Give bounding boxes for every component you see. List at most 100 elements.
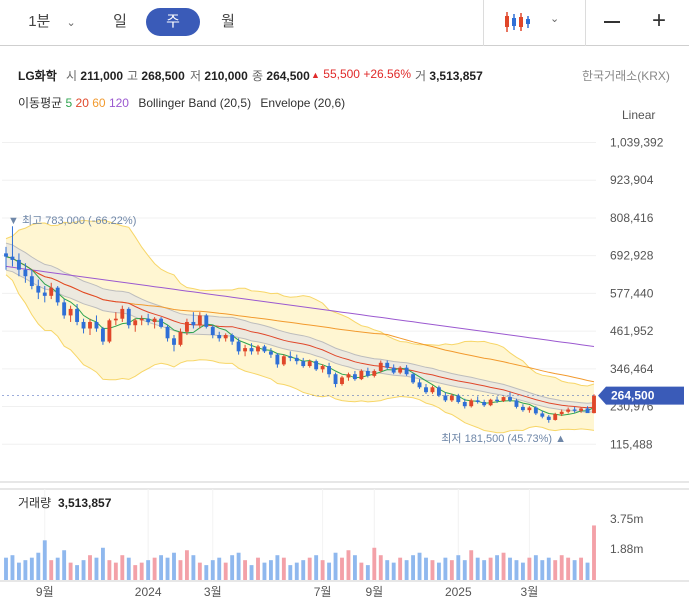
volume-bar	[314, 555, 319, 580]
candle-body	[520, 406, 525, 411]
x-tick-label: 7월	[314, 585, 332, 599]
up-triangle-icon: ▲	[311, 70, 320, 80]
envelope-label: Envelope (20,6)	[260, 96, 346, 110]
interval-select[interactable]: 1분 ⌄	[22, 8, 82, 36]
expand-button[interactable]: +	[645, 8, 673, 36]
tab-day[interactable]: 일	[113, 13, 127, 30]
candle-body	[540, 413, 545, 417]
volume-bar	[559, 555, 564, 580]
candle-body	[172, 338, 176, 345]
x-tick-label: 2024	[135, 585, 162, 599]
volume-label: 거	[415, 69, 427, 83]
candle-body	[462, 401, 467, 407]
candle-body	[139, 318, 144, 321]
candle-body	[514, 400, 519, 407]
volume-bars: 거래량 3,513,857	[4, 496, 596, 580]
volume-bar	[327, 562, 332, 580]
candle-body	[275, 354, 280, 365]
volume-bar	[495, 555, 500, 580]
volume-bar	[566, 557, 571, 580]
indicator-bands	[5, 219, 595, 434]
volume-bar	[372, 547, 377, 580]
high-annotation: ▼ 최고 783,000 (-66.22%)	[8, 214, 136, 227]
candle-body	[249, 348, 254, 352]
volume-bar	[68, 562, 73, 580]
candle-body	[36, 286, 41, 293]
candle-body	[475, 400, 480, 402]
candle-body	[126, 308, 131, 326]
ma120-line	[5, 265, 595, 347]
low-label: 저	[190, 69, 202, 83]
minus-icon	[604, 21, 620, 23]
chart-annotations: ▼ 최고 783,000 (-66.22%) 최저 181,500 (45.73%…	[2, 214, 684, 445]
candle-body	[359, 370, 364, 380]
volume-bar	[294, 562, 299, 580]
ma120-label: 120	[108, 96, 129, 110]
volume-bar	[126, 557, 131, 580]
candle-body	[553, 414, 558, 420]
envelope-area	[6, 243, 594, 413]
open-group: 시 211,000	[66, 67, 123, 84]
candle-body	[456, 395, 461, 402]
close-label: 종	[252, 69, 264, 83]
volume-group: 거 3,513,857	[415, 67, 483, 84]
candle-body	[197, 315, 202, 326]
candle-body	[210, 326, 215, 336]
tab-week[interactable]: 주	[146, 8, 200, 36]
change-group: ▲ 55,500 +26.56%	[311, 67, 411, 81]
minimize-button[interactable]	[598, 8, 626, 36]
candle-body	[178, 331, 183, 345]
volume-bar	[359, 562, 364, 580]
candle-body	[340, 377, 344, 385]
volume-bar	[404, 560, 409, 580]
volume-bar	[204, 565, 209, 580]
candle-body	[23, 269, 28, 277]
current-price-label: 264,500	[611, 389, 655, 403]
volume-bar	[49, 560, 54, 580]
volume-bar	[197, 562, 202, 580]
candle-body	[585, 408, 590, 414]
candle-body	[4, 253, 8, 257]
y-tick-label: 923,904	[610, 173, 654, 187]
candle-body	[113, 318, 118, 321]
tab-month[interactable]: 월	[221, 13, 235, 30]
candle-body	[75, 308, 80, 322]
x-tick-label: 9월	[36, 585, 54, 599]
candle-body	[42, 292, 47, 296]
volume-tick-label: 3.75m	[610, 512, 643, 526]
volume-bar	[320, 560, 325, 580]
candle-body	[314, 361, 319, 370]
change-percent: +26.56%	[363, 67, 412, 81]
indicator-legend[interactable]: 이동평균 5 20 60 120 Bollinger Band (20,5) E…	[18, 94, 345, 111]
candle-body	[262, 346, 267, 352]
toolbar-divider	[585, 0, 586, 46]
volume-bar	[488, 557, 493, 580]
envelope-lower-line	[5, 269, 595, 413]
volume-bar	[411, 555, 416, 580]
candle-body	[572, 409, 577, 411]
candle-body	[404, 367, 409, 375]
volume-bar	[75, 565, 80, 580]
volume-bar	[469, 550, 474, 580]
volume-bar	[385, 560, 390, 580]
candle-body	[68, 308, 73, 316]
bollinger-label: Bollinger Band (20,5)	[138, 96, 252, 110]
ma20-line	[5, 256, 595, 409]
candle-body	[159, 318, 164, 327]
candle-body	[488, 399, 493, 406]
candle-body	[88, 321, 92, 329]
volume-bar	[55, 557, 60, 580]
candle-body	[230, 335, 235, 342]
high-group: 고 268,500	[127, 67, 185, 84]
envelope-upper-line	[5, 242, 595, 404]
candle-body	[191, 321, 196, 326]
volume-bar	[81, 560, 86, 580]
candle-body	[430, 387, 435, 393]
volume-bar	[340, 557, 344, 580]
volume-bar	[281, 557, 286, 580]
candle-body	[398, 367, 403, 373]
chart-type-button[interactable]: ⌄	[496, 8, 576, 36]
plus-icon: +	[651, 7, 666, 34]
volume-bar	[152, 557, 157, 580]
